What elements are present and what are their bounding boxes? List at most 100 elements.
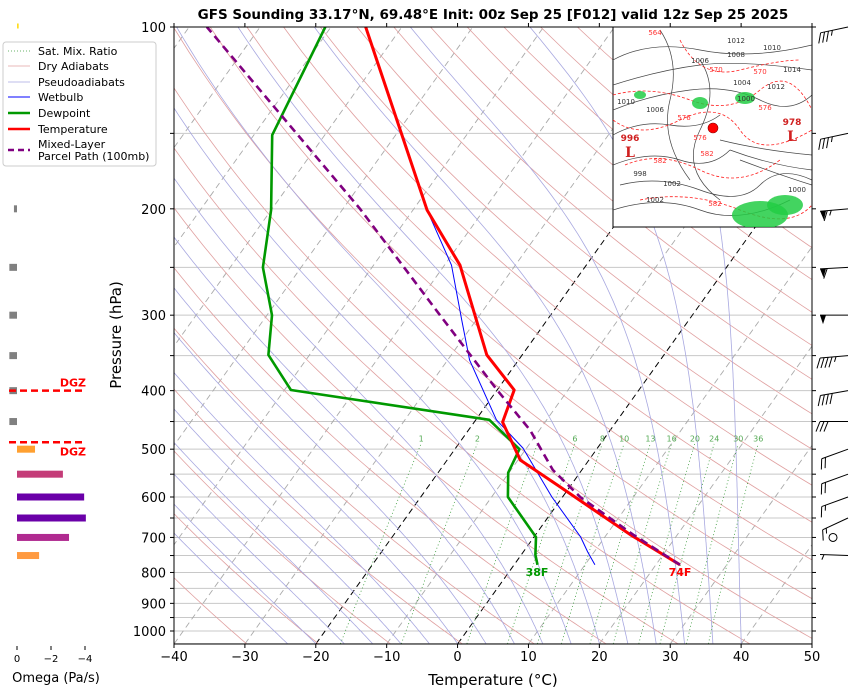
barb-shaft [819,554,849,557]
pseudoadiabat-line [174,503,317,644]
low-pressure-symbol: L [625,145,635,161]
x-tick-label: 40 [733,650,750,665]
barb-shaft [820,355,849,359]
pseudoadiabat-line [657,27,742,644]
y-tick-label: 700 [141,531,166,546]
map-height-label: 570 [709,66,722,74]
y-tick-label: 100 [141,21,166,36]
barb-full [826,137,829,149]
chart-title: GFS Sounding 33.17°N, 69.48°E Init: 00z … [198,7,789,23]
legend-label: Dewpoint [38,107,91,120]
wind-barb [816,355,849,369]
pseudoadiabat-line [174,371,430,644]
barb-full [826,31,829,42]
pseudoadiabat-line [174,473,345,644]
mixing-ratio-label: 1 [419,434,424,443]
site-marker [707,122,719,134]
omega-bar [17,445,36,453]
barb-flag [820,268,827,278]
barb-full [825,394,829,405]
mixing-ratio-label: 2 [475,434,480,443]
omega-bar [17,533,70,541]
barb-shaft [821,473,849,485]
omega-tick-label: −2 [44,654,59,665]
y-tick-label: 400 [141,385,166,400]
mixing-ratio-line [589,443,651,644]
y-tick-label: 300 [141,309,166,324]
map-height-contour [613,111,812,146]
precip-area [692,97,708,109]
legend-label: Mixed-Layer [38,138,106,151]
dry-adiabat-line [174,267,607,644]
wind-barb [820,473,849,495]
barb-full [824,357,829,368]
mixing-ratio-line [400,443,478,644]
omega-bar [17,514,86,522]
x-tick-label: 50 [804,650,821,665]
map-content: 1012 1010 1008 1006 1014 1012 1006 1010 1004 1000… [613,29,812,227]
low-pressure-symbol: L [787,129,797,145]
barb-shaft [821,448,849,460]
precip-area [735,92,755,104]
omega-bar [17,493,85,501]
legend-label: Dry Adiabats [38,60,109,73]
x-tick-label: 30 [662,650,679,665]
precip-area [767,195,803,215]
dry-adiabat-line [503,27,812,281]
y-tick-label: 600 [141,491,166,506]
dry-adiabat-line [174,388,463,644]
legend-label: Sat. Mix. Ratio [38,45,118,58]
pseudoadiabat-line [409,27,685,644]
map-isobar-label: 1012 [767,83,785,91]
barb-full [818,32,822,44]
omega-bar [9,352,17,360]
y-axis-label: Pressure (hPa) [107,281,125,389]
barb-flag [820,210,827,220]
barb-full [820,357,825,369]
omega-bar [17,23,19,29]
dgz-label: DGZ [60,377,86,390]
map-contour [693,59,721,201]
dry-adiabat-line [174,27,812,600]
mixing-ratio-line [560,443,625,644]
surface-temperature-label: 74F [669,566,692,579]
wind-barb [820,448,849,470]
barb-full [816,357,821,369]
isotherm-line [244,27,686,644]
map-isobar-label: 1006 [691,57,709,65]
map-height-label: 582 [708,200,721,208]
omega-bar [9,263,17,271]
x-tick-label: 0 [453,650,461,665]
map-isobar-label: 998 [633,170,646,178]
wind-barb [822,517,849,541]
barb-shaft [822,517,849,531]
map-height-label: 576 [758,104,772,112]
omega-bar [17,470,63,478]
pseudoadiabat-line [174,107,572,644]
y-tick-label: 200 [141,203,166,218]
low-pressure-value: 978 [783,118,802,128]
x-tick-label: −10 [373,650,400,665]
wind-barbs [815,26,849,560]
omega-bar [9,311,17,319]
x-tick-label: 10 [520,650,537,665]
y-tick-label: 500 [141,443,166,458]
isotherm-line [174,27,332,248]
dry-adiabat-line [834,27,856,644]
mixing-ratio-line [612,443,672,644]
isotherm-line [811,643,812,644]
map-height-contour [613,80,812,111]
barb-full [819,421,825,432]
dgz-label: DGZ [60,445,86,458]
barb-full [822,138,826,150]
map-height-contour [679,39,801,73]
mixing-ratio-label: 20 [690,434,700,443]
isotherm-line [174,27,261,149]
omega-bar [9,418,17,426]
legend: Sat. Mix. Ratio Dry Adiabats Pseudoadiabat… [2,41,157,167]
pseudoadiabat-line [174,287,487,644]
barb-half [821,554,825,560]
map-contour [739,159,812,186]
isotherm-line [174,27,403,347]
barb-half [829,210,832,216]
